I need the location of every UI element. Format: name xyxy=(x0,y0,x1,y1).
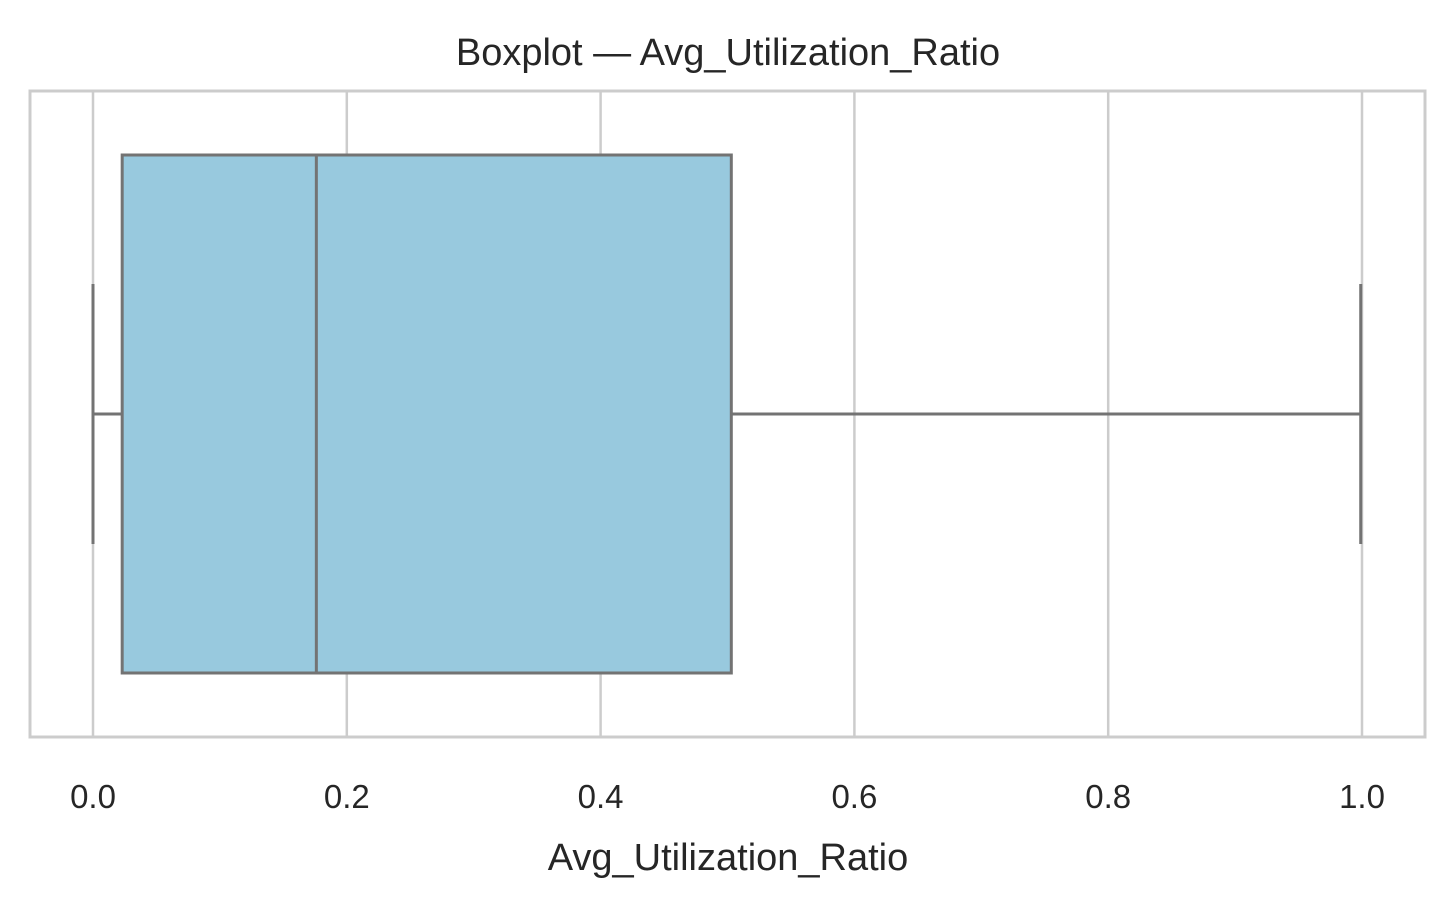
x-tick-label-2: 0.4 xyxy=(578,778,624,815)
x-tick-label-3: 0.6 xyxy=(831,778,877,815)
x-tick-label-1: 0.2 xyxy=(324,778,370,815)
x-axis-label: Avg_Utilization_Ratio xyxy=(548,837,909,879)
x-tick-label-0: 0.0 xyxy=(70,778,116,815)
plot-frame xyxy=(28,89,1427,739)
x-tick-labels: 0.0 0.2 0.4 0.6 0.8 1.0 xyxy=(70,778,1385,815)
x-tick-label-5: 1.0 xyxy=(1339,778,1385,815)
chart-title: Boxplot — Avg_Utilization_Ratio xyxy=(456,32,1000,74)
x-tick-label-4: 0.8 xyxy=(1085,778,1131,815)
boxplot xyxy=(91,153,1363,675)
interquartile-box xyxy=(120,153,733,675)
